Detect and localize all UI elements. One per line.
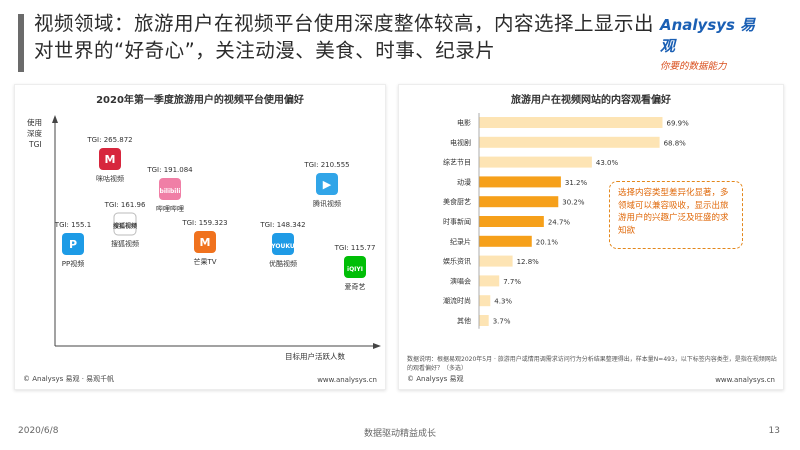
platform-icon-glyph: M	[200, 236, 211, 249]
bar	[479, 275, 500, 287]
platform-name: 哔哩哔哩	[156, 204, 184, 213]
bar-category-label: 电影	[457, 118, 471, 127]
bar-value-label: 7.7%	[503, 278, 521, 286]
platform-name: 咪咕视频	[96, 174, 124, 183]
platform-icon-glyph: bilibili	[160, 188, 181, 195]
tgi-label: TGI: 159.323	[181, 219, 227, 227]
platform-icon-glyph: 搜狐视频	[113, 222, 137, 230]
left-source: © Analysys 易观 · 易观千帆	[23, 375, 115, 383]
y-axis-label: 使用深度 TGI	[27, 117, 42, 149]
data-note: 数据说明：根据易观2020年5月 · 旅游用户或情用调需求访问行为分析结果整理得…	[407, 356, 777, 372]
bar	[479, 176, 561, 188]
bar-category-label: 电视剧	[450, 138, 471, 147]
page-title: 视频领域：旅游用户在视频平台使用深度整体较高，内容选择上显示出对世界的“好奇心”…	[34, 12, 655, 62]
platform-preference-panel: 2020年第一季度旅游用户的视频平台使用偏好 使用深度 TGI 目标用户活跃人数 T…	[14, 84, 386, 390]
brand-slogan: 你要的数据能力	[660, 61, 727, 72]
bar-category-label: 动漫	[457, 177, 471, 186]
right-source: © Analysys 易观	[407, 375, 464, 383]
bar-category-label: 潮流时尚	[443, 296, 471, 305]
scatter-point: TGI: 155.1 P PP视频	[54, 221, 91, 268]
platform-icon	[194, 231, 216, 253]
bar-value-label: 68.8%	[664, 139, 687, 147]
bar	[479, 117, 663, 128]
bar-value-label: 12.8%	[517, 258, 540, 266]
platform-icon	[316, 173, 338, 195]
platform-name: 优酷视频	[269, 259, 297, 268]
tgi-label: TGI: 161.96	[104, 201, 146, 209]
bar-chart: 电影 69.9% 电视剧 68.8% 综艺节目 43.0% 动漫 31.2% 美食厨艺 30.2%…	[443, 113, 689, 329]
scatter-point: TGI: 115.77 iQIYI 爱奇艺	[334, 244, 376, 291]
platform-icon	[272, 233, 294, 255]
bar-value-label: 30.2%	[562, 199, 585, 207]
tgi-label: TGI: 115.77	[334, 244, 376, 252]
brand-logo: Analysys 易观 你要的数据能力	[660, 14, 770, 72]
bar-value-label: 4.3%	[494, 298, 512, 306]
scatter-chart-title: 2020年第一季度旅游用户的视频平台使用偏好	[96, 95, 304, 106]
brand-name: Analysys 易观	[660, 16, 756, 55]
scatter-point: TGI: 191.084 bilibili 哔哩哔哩	[146, 166, 193, 213]
platform-icon	[159, 178, 181, 200]
bar-chart-title: 旅游用户在视频网站的内容观看偏好	[511, 95, 671, 106]
footer-slogan: 数据驱动精益成长	[363, 429, 436, 439]
bar	[479, 196, 559, 208]
left-url: www.analysys.cn	[317, 376, 377, 384]
bar	[479, 315, 489, 326]
bar-category-label: 时事新闻	[443, 217, 471, 226]
bar	[479, 156, 592, 168]
bar-value-label: 69.9%	[666, 120, 689, 128]
x-axis-arrow	[373, 343, 381, 349]
bar-category-label: 娱乐资讯	[443, 257, 471, 266]
platform-name: 腾讯视频	[313, 199, 341, 208]
title-accent-bar	[18, 14, 24, 72]
bar-category-label: 综艺节目	[443, 158, 471, 167]
tgi-label: TGI: 191.084	[146, 166, 193, 174]
platform-name: PP视频	[62, 259, 84, 268]
bar-category-label: 演唱会	[450, 276, 471, 285]
bar-value-label: 3.7%	[493, 318, 511, 326]
scatter-point: TGI: 159.323 M 芒果TV	[181, 219, 227, 266]
scatter-chart: 使用深度 TGI 目标用户活跃人数 TGI: 265.872 M 咪咕视频 TGI: 19…	[27, 115, 381, 361]
bar-value-label: 20.1%	[536, 238, 559, 246]
platform-name: 爱奇艺	[345, 282, 366, 291]
bar	[479, 216, 544, 227]
bar	[479, 136, 660, 148]
bar-category-label: 美食厨艺	[443, 197, 471, 206]
right-url: www.analysys.cn	[715, 376, 775, 384]
bar	[479, 295, 491, 307]
bar-category-label: 纪录片	[450, 237, 471, 246]
bar-value-label: 24.7%	[548, 219, 571, 227]
footer-date: 2020/6/8	[18, 426, 59, 436]
platform-icon	[62, 233, 84, 255]
bar-category-label: 其他	[457, 316, 471, 325]
bar-value-label: 31.2%	[565, 179, 588, 187]
scatter-point: TGI: 265.872 M 咪咕视频	[86, 136, 132, 183]
platform-name: 搜狐视频	[111, 239, 139, 248]
insight-callout: 选择内容类型差异化显著，多领域可以兼容吸收，显示出旅游用户的兴趣广泛及旺盛的求知…	[609, 181, 743, 249]
scatter-point: TGI: 148.342 YOUKU 优酷视频	[259, 221, 305, 268]
platform-icon-glyph: ▶	[323, 178, 332, 191]
platform-icon	[344, 256, 366, 278]
tgi-label: TGI: 155.1	[54, 221, 91, 229]
platform-name: 芒果TV	[193, 257, 216, 266]
tgi-label: TGI: 148.342	[259, 221, 305, 229]
scatter-point: TGI: 210.555 ▶ 腾讯视频	[303, 161, 349, 208]
platform-icon-glyph: iQIYI	[347, 266, 363, 273]
bar	[479, 235, 532, 247]
platform-icon	[99, 148, 121, 170]
platform-icon-glyph: P	[69, 238, 77, 251]
y-axis-arrow	[52, 115, 58, 123]
platform-icon	[113, 212, 137, 236]
x-axis-label: 目标用户活跃人数	[285, 351, 345, 361]
bar	[479, 255, 513, 267]
platform-icon-glyph: YOUKU	[270, 243, 295, 250]
tgi-label: TGI: 265.872	[86, 136, 132, 144]
tgi-label: TGI: 210.555	[303, 161, 349, 169]
bar-value-label: 43.0%	[596, 159, 619, 167]
page-number: 13	[768, 426, 780, 436]
platform-icon-glyph: M	[105, 153, 116, 166]
content-preference-panel: 旅游用户在视频网站的内容观看偏好 电影 69.9% 电视剧 68.8% 综艺节目 43.0…	[398, 84, 784, 390]
